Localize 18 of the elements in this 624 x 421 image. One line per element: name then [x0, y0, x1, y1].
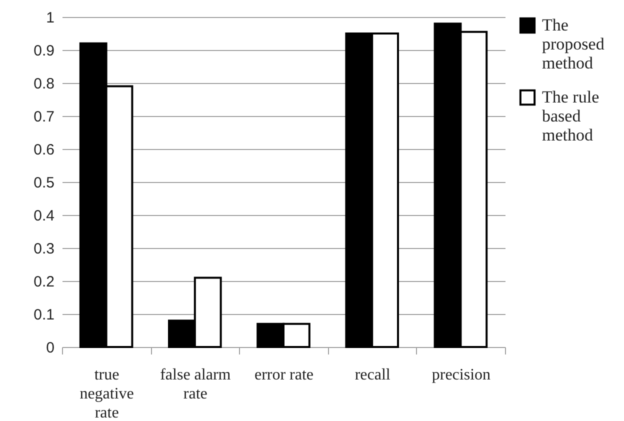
y-tick-label: 0.4 — [34, 208, 54, 224]
y-tick-label: 0.7 — [34, 108, 54, 126]
x-tick-label: true negative rate — [80, 366, 134, 421]
legend-label: The proposed method — [542, 16, 605, 72]
y-tick-label: 0.3 — [34, 240, 54, 258]
y-tick-label: 0.8 — [34, 76, 54, 92]
x-tick-label: false alarm rate — [160, 366, 232, 402]
y-tick-label: 0.6 — [34, 142, 54, 158]
x-tick-label: error rate — [254, 366, 314, 384]
y-tick-label: 0.9 — [34, 42, 54, 60]
y-tick-label: 0 — [46, 340, 54, 356]
y-tick-label: 0.2 — [34, 274, 54, 290]
x-tick-label: recall — [354, 366, 391, 384]
y-tick-label: 0.1 — [34, 306, 54, 324]
y-tick-label: 0.5 — [34, 174, 54, 192]
x-tick-label: precision — [432, 366, 491, 384]
legend-label: The rule based method — [542, 88, 600, 144]
y-tick-label: 1 — [46, 10, 54, 26]
